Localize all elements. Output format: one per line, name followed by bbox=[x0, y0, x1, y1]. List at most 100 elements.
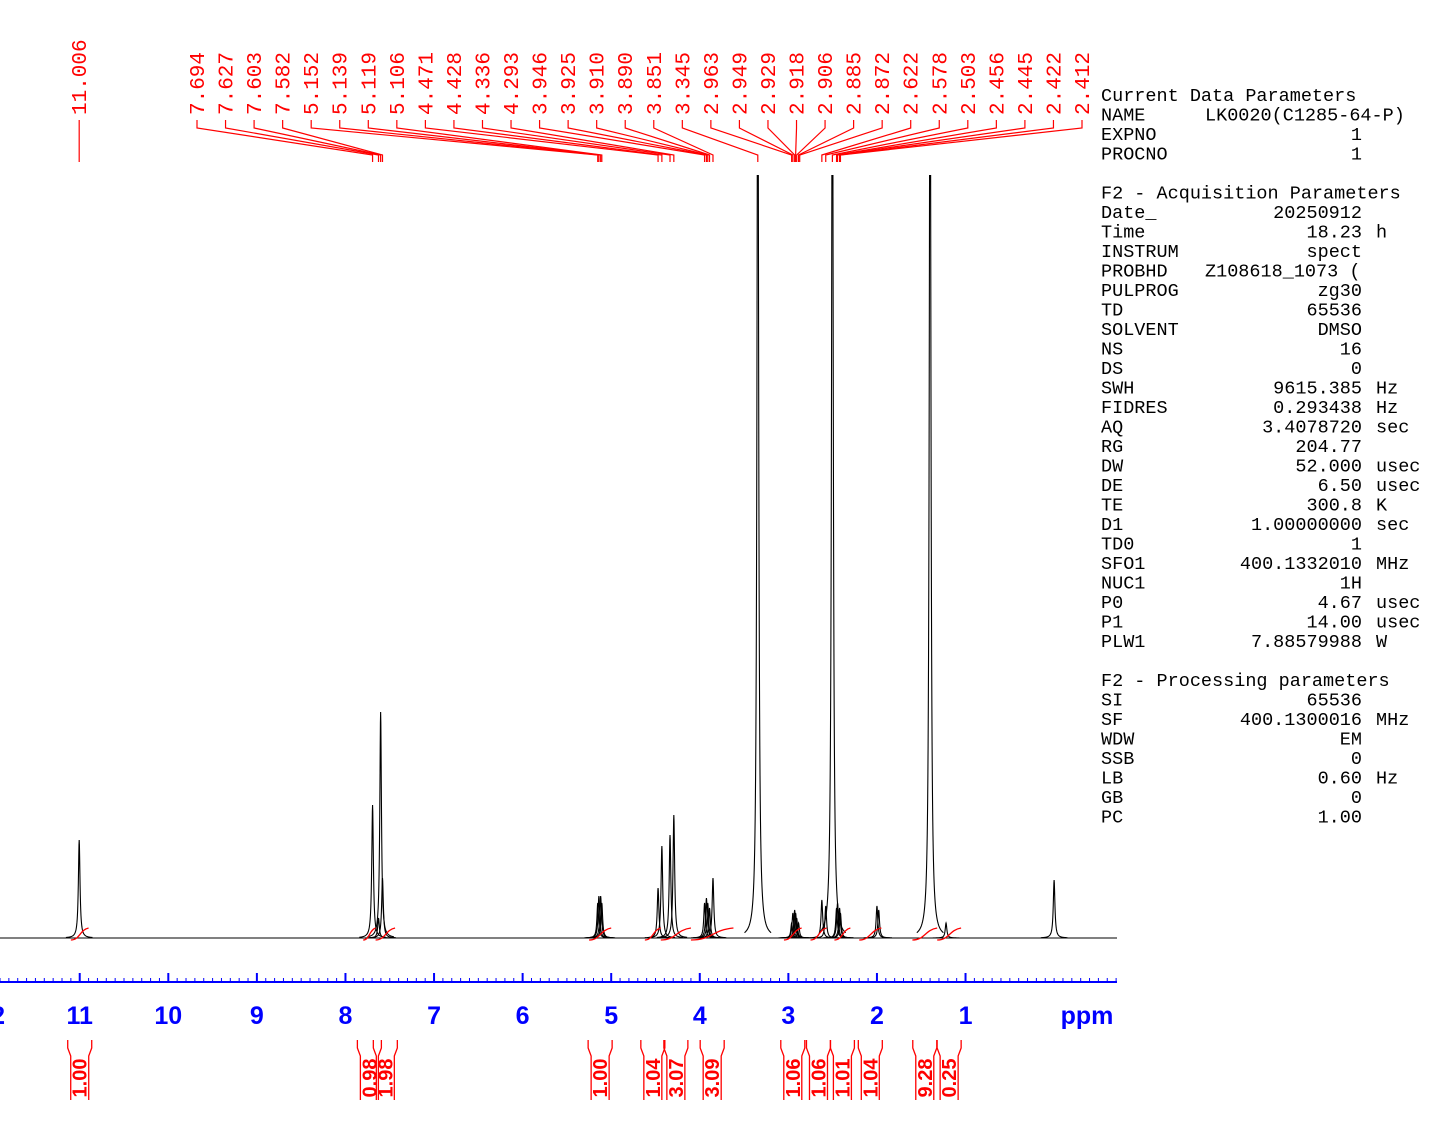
peak bbox=[818, 175, 847, 934]
integral-bracket bbox=[936, 1040, 962, 1100]
parameter-value: 1 bbox=[1351, 535, 1362, 556]
parameter-unit: MHz bbox=[1376, 554, 1409, 575]
parameter-value: 9615.385 bbox=[1273, 379, 1362, 400]
parameter-value: 65536 bbox=[1306, 691, 1362, 712]
integral-bracket bbox=[372, 1040, 398, 1100]
peak-label-leader bbox=[738, 120, 794, 162]
parameter-value: EM bbox=[1340, 730, 1362, 751]
parameter-unit: W bbox=[1376, 632, 1388, 653]
parameter-unit: K bbox=[1376, 496, 1388, 517]
x-tick-label: 2 bbox=[870, 1002, 884, 1030]
integral-bracket bbox=[67, 1040, 93, 1100]
peak-label: 11.006 bbox=[70, 39, 93, 115]
integral-curve bbox=[834, 927, 851, 941]
peak-label-leader bbox=[367, 120, 602, 162]
parameter-name: LB bbox=[1101, 769, 1123, 790]
parameter-title: Current Data Parameters bbox=[1101, 86, 1356, 107]
parameter-value: spect bbox=[1306, 242, 1362, 263]
peak bbox=[932, 921, 960, 939]
parameter-value: Z108618_1073 ( bbox=[1205, 262, 1360, 283]
peak-label-leader bbox=[396, 120, 603, 162]
x-tick-label: 3 bbox=[781, 1002, 795, 1030]
integral-bracket bbox=[356, 1040, 383, 1100]
peak bbox=[65, 839, 93, 939]
integral-label: 3.09 bbox=[702, 1059, 724, 1098]
peak-label-leader bbox=[831, 120, 969, 162]
peak-label: 2.949 bbox=[730, 52, 753, 115]
parameter-value: 0 bbox=[1351, 359, 1362, 380]
peak-label: 4.336 bbox=[473, 52, 496, 115]
peak-label: 3.345 bbox=[673, 52, 696, 115]
peak-label-leader bbox=[825, 120, 940, 162]
parameter-name: P0 bbox=[1101, 593, 1123, 614]
peak-label: 7.603 bbox=[245, 52, 268, 115]
integral-curve bbox=[937, 927, 962, 941]
x-axis-label: ppm bbox=[1061, 1002, 1114, 1030]
peak-label: 2.456 bbox=[987, 52, 1010, 115]
x-tick-label: 10 bbox=[154, 1002, 182, 1030]
parameter-value: 52.000 bbox=[1295, 457, 1362, 478]
peak-label-leader bbox=[253, 120, 382, 162]
parameter-value: 0.60 bbox=[1318, 769, 1362, 790]
parameter-unit: usec bbox=[1376, 593, 1420, 614]
parameter-name: TE bbox=[1101, 496, 1123, 517]
peak-label-leader bbox=[624, 120, 711, 162]
x-tick-label: 5 bbox=[604, 1002, 618, 1030]
parameter-value: 7.88579988 bbox=[1251, 632, 1362, 653]
parameter-value: 1 bbox=[1351, 145, 1362, 166]
peak-label-leader bbox=[797, 120, 855, 162]
parameter-value: 1.00000000 bbox=[1251, 515, 1362, 536]
peak-label: 2.918 bbox=[788, 52, 811, 115]
parameter-value: 65536 bbox=[1306, 301, 1362, 322]
peak-label-leader bbox=[196, 120, 374, 162]
x-tick-label: 7 bbox=[427, 1002, 441, 1030]
peak-label: 4.293 bbox=[502, 52, 525, 115]
peak-label: 5.152 bbox=[302, 52, 325, 115]
x-tick-label: 12 bbox=[0, 1002, 5, 1030]
parameter-name: FIDRES bbox=[1101, 398, 1168, 419]
peak bbox=[865, 909, 893, 939]
integral-label: 1.06 bbox=[808, 1059, 830, 1098]
peak-label: 2.622 bbox=[902, 52, 925, 115]
peak bbox=[744, 175, 772, 934]
parameter-name: RG bbox=[1101, 437, 1123, 458]
peak-label: 3.890 bbox=[616, 52, 639, 115]
peak-label: 7.694 bbox=[188, 52, 211, 115]
integral-curve bbox=[660, 927, 692, 941]
parameter-unit: sec bbox=[1376, 515, 1409, 536]
integral-bracket bbox=[829, 1040, 856, 1100]
parameter-name: Time bbox=[1101, 223, 1145, 244]
parameter-value: DMSO bbox=[1318, 320, 1362, 341]
parameter-name: DE bbox=[1101, 476, 1123, 497]
peak-label-leader bbox=[424, 120, 659, 162]
parameter-name: SOLVENT bbox=[1101, 320, 1179, 341]
peak bbox=[644, 887, 672, 939]
integral-label: 1.04 bbox=[860, 1058, 882, 1098]
parameter-title: F2 - Processing parameters bbox=[1101, 671, 1390, 692]
integral-curve bbox=[810, 927, 827, 941]
peak bbox=[648, 845, 676, 939]
parameter-value: 4.67 bbox=[1318, 593, 1362, 614]
parameter-value: 14.00 bbox=[1306, 613, 1362, 634]
parameter-name: P1 bbox=[1101, 613, 1123, 634]
peak-label: 2.885 bbox=[845, 52, 868, 115]
parameter-value: 1H bbox=[1340, 574, 1362, 595]
parameter-name: AQ bbox=[1101, 418, 1123, 439]
peak bbox=[1040, 879, 1068, 939]
parameter-value: 18.23 bbox=[1306, 223, 1362, 244]
peak-label-leader bbox=[838, 120, 1055, 162]
parameter-name: DS bbox=[1101, 359, 1123, 380]
x-tick-label: 4 bbox=[693, 1002, 707, 1030]
parameter-name: SFO1 bbox=[1101, 554, 1145, 575]
parameter-unit: Hz bbox=[1376, 769, 1398, 790]
peak-label: 4.428 bbox=[445, 52, 468, 115]
x-tick-label: 8 bbox=[339, 1002, 353, 1030]
parameter-name: NS bbox=[1101, 340, 1123, 361]
parameter-value: 3.4078720 bbox=[1262, 418, 1362, 439]
peak-label: 5.139 bbox=[331, 52, 354, 115]
peak-label-leader bbox=[339, 120, 600, 162]
parameter-name: WDW bbox=[1101, 730, 1135, 751]
x-tick-label: 6 bbox=[516, 1002, 530, 1030]
peak-label-leader bbox=[538, 120, 706, 162]
